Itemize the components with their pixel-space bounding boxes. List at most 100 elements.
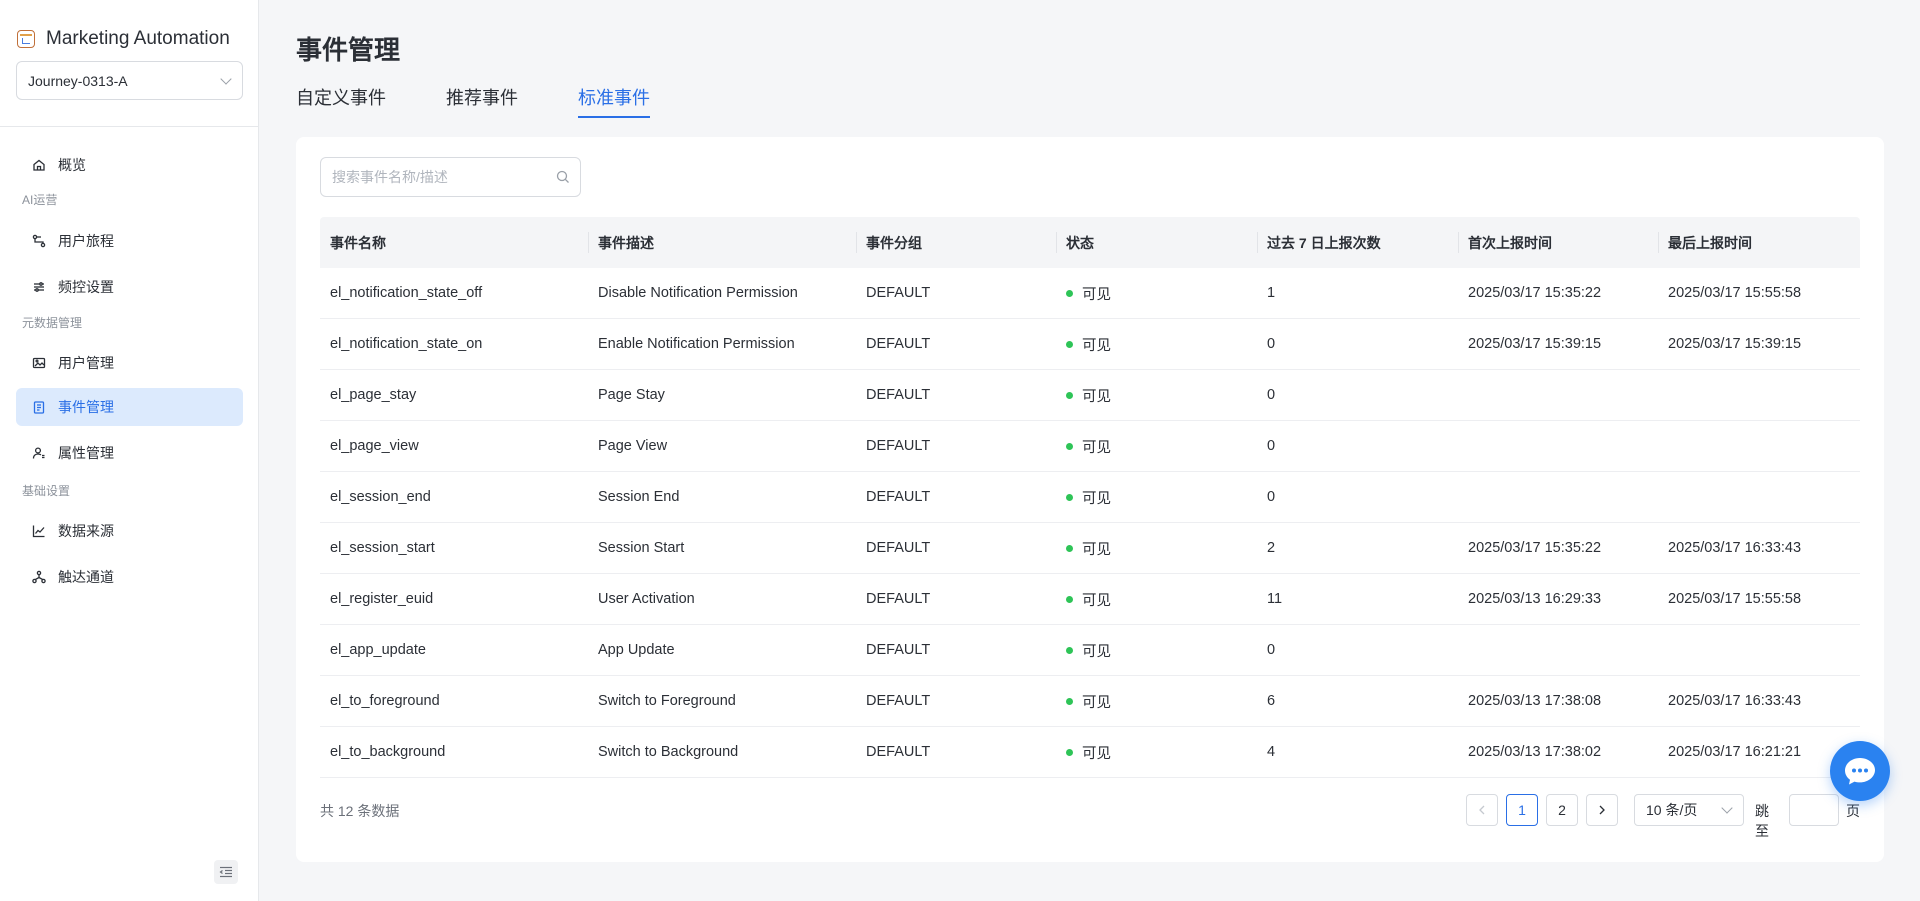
sidebar-divider bbox=[0, 126, 259, 127]
table-header: 事件名称 事件描述 事件分组 状态 过去 7 日上报次数 首次上报时间 最后上报… bbox=[320, 217, 1860, 268]
table-row[interactable]: el_page_view Page View DEFAULT 可见 0 bbox=[320, 421, 1860, 472]
sidebar-item-event-management[interactable]: 事件管理 bbox=[16, 388, 243, 426]
cell-status: 可见 bbox=[1056, 334, 1257, 355]
sidebar-item-frequency-control[interactable]: 频控设置 bbox=[16, 268, 243, 306]
search-icon[interactable] bbox=[556, 170, 570, 184]
search-input[interactable] bbox=[332, 169, 556, 185]
table-row[interactable]: el_to_foreground Switch to Foreground DEFA… bbox=[320, 676, 1860, 727]
cell-status: 可见 bbox=[1056, 640, 1257, 661]
cell-event-name: el_session_start bbox=[330, 540, 435, 556]
column-header-event-description: 事件描述 bbox=[588, 217, 856, 268]
table-row[interactable]: el_to_background Switch to Background DEFA… bbox=[320, 727, 1860, 778]
status-text: 可见 bbox=[1082, 541, 1111, 558]
cell-event-group: DEFAULT bbox=[866, 336, 931, 352]
events-table: 事件名称 事件描述 事件分组 状态 过去 7 日上报次数 首次上报时间 最后上报… bbox=[320, 217, 1860, 778]
status-dot-icon bbox=[1066, 647, 1073, 655]
cell-last-report-time: 2025/03/17 15:55:58 bbox=[1668, 591, 1802, 607]
events-card: 事件名称 事件描述 事件分组 状态 过去 7 日上报次数 首次上报时间 最后上报… bbox=[296, 137, 1884, 862]
jump-label: 跳至 bbox=[1755, 803, 1769, 839]
status-dot-icon bbox=[1066, 596, 1073, 604]
cell-report-count: 0 bbox=[1267, 489, 1276, 505]
cell-event-group: DEFAULT bbox=[866, 693, 931, 709]
cell-event-group: DEFAULT bbox=[866, 642, 931, 658]
column-header-status: 状态 bbox=[1056, 217, 1257, 268]
cell-event-name: el_notification_state_on bbox=[330, 336, 483, 352]
chat-support-button[interactable] bbox=[1830, 741, 1890, 801]
image-icon bbox=[32, 356, 46, 370]
table-row[interactable]: el_session_start Session Start DEFAULT 可见 2 2… bbox=[320, 523, 1860, 574]
page-button-1[interactable]: 1 bbox=[1506, 794, 1538, 826]
tab-custom-events[interactable]: 自定义事件 bbox=[296, 88, 386, 108]
table-body: el_notification_state_off Disable Notific… bbox=[320, 268, 1860, 778]
table-row[interactable]: el_notification_state_off Disable Notific… bbox=[320, 268, 1860, 319]
cell-event-group: DEFAULT bbox=[866, 438, 931, 454]
cell-last-report-time: 2025/03/17 16:21:21 bbox=[1668, 744, 1802, 760]
page-title: 事件管理 bbox=[296, 35, 401, 65]
sidebar-item-label: 属性管理 bbox=[58, 445, 114, 461]
jump-page-input[interactable] bbox=[1789, 794, 1839, 826]
network-icon bbox=[32, 570, 46, 584]
chevron-down-icon bbox=[220, 72, 232, 85]
sidebar-item-overview[interactable]: 概览 bbox=[16, 146, 243, 184]
status-dot-icon bbox=[1066, 698, 1073, 706]
search-box bbox=[320, 157, 581, 197]
cell-event-description: Disable Notification Permission bbox=[598, 285, 798, 301]
cell-event-group: DEFAULT bbox=[866, 540, 931, 556]
cell-first-report-time: 2025/03/13 17:38:08 bbox=[1468, 693, 1602, 709]
status-text: 可见 bbox=[1082, 745, 1111, 762]
tab-recommended-events[interactable]: 推荐事件 bbox=[446, 88, 518, 108]
home-icon bbox=[32, 158, 46, 172]
next-page-button[interactable] bbox=[1586, 794, 1618, 826]
sidebar-item-label: 触达通道 bbox=[58, 569, 114, 585]
cell-event-group: DEFAULT bbox=[866, 285, 931, 301]
cell-event-name: el_page_stay bbox=[330, 387, 417, 403]
sidebar-item-attribute-management[interactable]: 属性管理 bbox=[16, 434, 243, 472]
cell-event-description: App Update bbox=[598, 642, 675, 658]
cell-event-group: DEFAULT bbox=[866, 387, 931, 403]
tab-standard-events[interactable]: 标准事件 bbox=[578, 84, 650, 118]
prev-page-button[interactable] bbox=[1466, 794, 1498, 826]
table-row[interactable]: el_notification_state_on Enable Notificat… bbox=[320, 319, 1860, 370]
page-size-select[interactable]: 10 条/页 bbox=[1634, 794, 1744, 826]
sidebar-item-user-management[interactable]: 用户管理 bbox=[16, 344, 243, 382]
collapse-sidebar-button[interactable] bbox=[214, 860, 238, 884]
sidebar-item-label: 用户旅程 bbox=[58, 233, 114, 249]
sidebar-group-ai-ops: AI运营 bbox=[22, 193, 58, 207]
collapse-icon bbox=[219, 866, 232, 878]
cell-report-count: 0 bbox=[1267, 336, 1276, 352]
sidebar-item-label: 数据来源 bbox=[58, 523, 114, 539]
sidebar-item-reach-channel[interactable]: 触达通道 bbox=[16, 558, 243, 596]
status-dot-icon bbox=[1066, 545, 1073, 553]
column-header-event-group: 事件分组 bbox=[856, 217, 1056, 268]
status-text: 可见 bbox=[1082, 286, 1111, 303]
sidebar-item-label: 概览 bbox=[58, 157, 86, 173]
column-header-report-count: 过去 7 日上报次数 bbox=[1257, 217, 1458, 268]
brand: Marketing Automation bbox=[17, 25, 230, 53]
chevron-right-icon bbox=[1599, 805, 1605, 815]
cell-status: 可见 bbox=[1056, 691, 1257, 712]
cell-report-count: 4 bbox=[1267, 744, 1276, 760]
table-row[interactable]: el_register_euid User Activation DEFAULT 可见… bbox=[320, 574, 1860, 625]
cell-event-name: el_page_view bbox=[330, 438, 419, 454]
sidebar-item-data-source[interactable]: 数据来源 bbox=[16, 512, 243, 550]
cell-first-report-time: 2025/03/17 15:39:15 bbox=[1468, 336, 1602, 352]
status-dot-icon bbox=[1066, 494, 1073, 502]
user-icon bbox=[32, 446, 46, 460]
table-row[interactable]: el_session_end Session End DEFAULT 可见 0 bbox=[320, 472, 1860, 523]
cell-first-report-time: 2025/03/13 16:29:33 bbox=[1468, 591, 1602, 607]
table-row[interactable]: el_app_update App Update DEFAULT 可见 0 bbox=[320, 625, 1860, 676]
cell-status: 可见 bbox=[1056, 538, 1257, 559]
table-row[interactable]: el_page_stay Page Stay DEFAULT 可见 0 bbox=[320, 370, 1860, 421]
cell-event-description: Switch to Foreground bbox=[598, 693, 736, 709]
page-button-2[interactable]: 2 bbox=[1546, 794, 1578, 826]
journey-select[interactable]: Journey-0313-A bbox=[16, 61, 243, 100]
cell-first-report-time: 2025/03/17 15:35:22 bbox=[1468, 540, 1602, 556]
cell-report-count: 11 bbox=[1267, 591, 1283, 607]
sidebar-item-label: 用户管理 bbox=[58, 355, 114, 371]
status-text: 可见 bbox=[1082, 694, 1111, 711]
cell-last-report-time: 2025/03/17 16:33:43 bbox=[1668, 693, 1802, 709]
sidebar-item-user-journey[interactable]: 用户旅程 bbox=[16, 222, 243, 260]
page-size-value: 10 条/页 bbox=[1646, 802, 1698, 818]
cell-status: 可见 bbox=[1056, 385, 1257, 406]
journey-select-value: Journey-0313-A bbox=[28, 72, 128, 89]
